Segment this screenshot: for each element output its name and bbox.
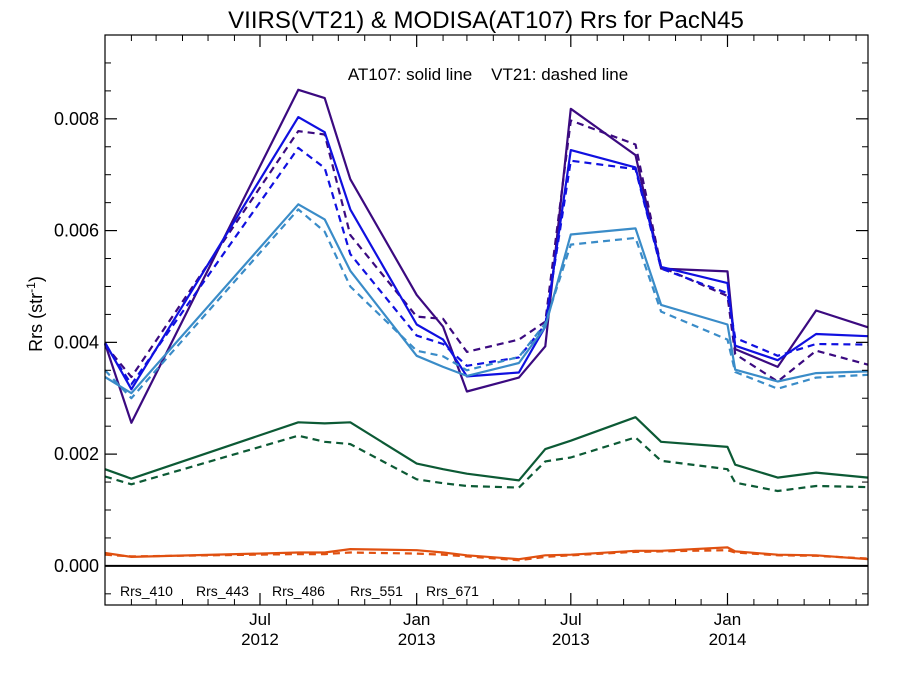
y-axis-label-text: Rrs (str — [26, 293, 46, 352]
x-tick-year-label: 2012 — [241, 630, 279, 649]
series-line-rrs-551-solid — [104, 416, 869, 482]
y-tick-label: 0.006 — [54, 221, 99, 241]
line-style-annotation: AT107: solid line VT21: dashed line — [348, 65, 628, 84]
x-tick-month-label: Jan — [403, 610, 430, 629]
x-tick-month-label: Jul — [560, 610, 582, 629]
series-line-rrs-410-solid — [103, 88, 869, 424]
x-tick-year-label: 2013 — [552, 630, 590, 649]
legend-entry-rrs-486: Rrs_486 — [272, 583, 325, 599]
x-tick-year-label: 2013 — [398, 630, 436, 649]
y-tick-label: 0.008 — [54, 109, 99, 129]
svg-text:Rrs (str-1): Rrs (str-1) — [24, 276, 46, 352]
series-line-rrs-671-dashed — [104, 549, 869, 562]
y-tick-label: 0.000 — [54, 556, 99, 576]
legend-entry-rrs-410: Rrs_410 — [120, 583, 173, 599]
chart-title: VIIRS(VT21) & MODISA(AT107) Rrs for PacN… — [228, 7, 744, 34]
series-line-rrs-486-dashed — [104, 208, 869, 400]
y-axis-label-tail: ) — [26, 276, 46, 282]
y-axis-label: Rrs (str-1) — [24, 276, 46, 352]
series-line-rrs-410-dashed — [104, 119, 869, 383]
series-line-rrs-486-solid — [104, 203, 869, 395]
y-tick-label: 0.004 — [54, 332, 99, 352]
series-line-rrs-443-solid — [104, 115, 869, 391]
x-tick-month-label: Jul — [249, 610, 271, 629]
x-tick-month-label: Jan — [714, 610, 741, 629]
y-tick-label: 0.002 — [54, 444, 99, 464]
x-tick-year-label: 2014 — [709, 630, 747, 649]
legend-entry-rrs-551: Rrs_551 — [350, 583, 403, 599]
plot-frame — [104, 34, 869, 606]
series-line-rrs-443-dashed — [104, 146, 869, 386]
y-axis-label-sup: -1 — [24, 282, 38, 293]
series-line-rrs-551-dashed — [104, 434, 869, 493]
legend-entry-rrs-671: Rrs_671 — [426, 583, 479, 599]
legend-entry-rrs-443: Rrs_443 — [196, 583, 249, 599]
